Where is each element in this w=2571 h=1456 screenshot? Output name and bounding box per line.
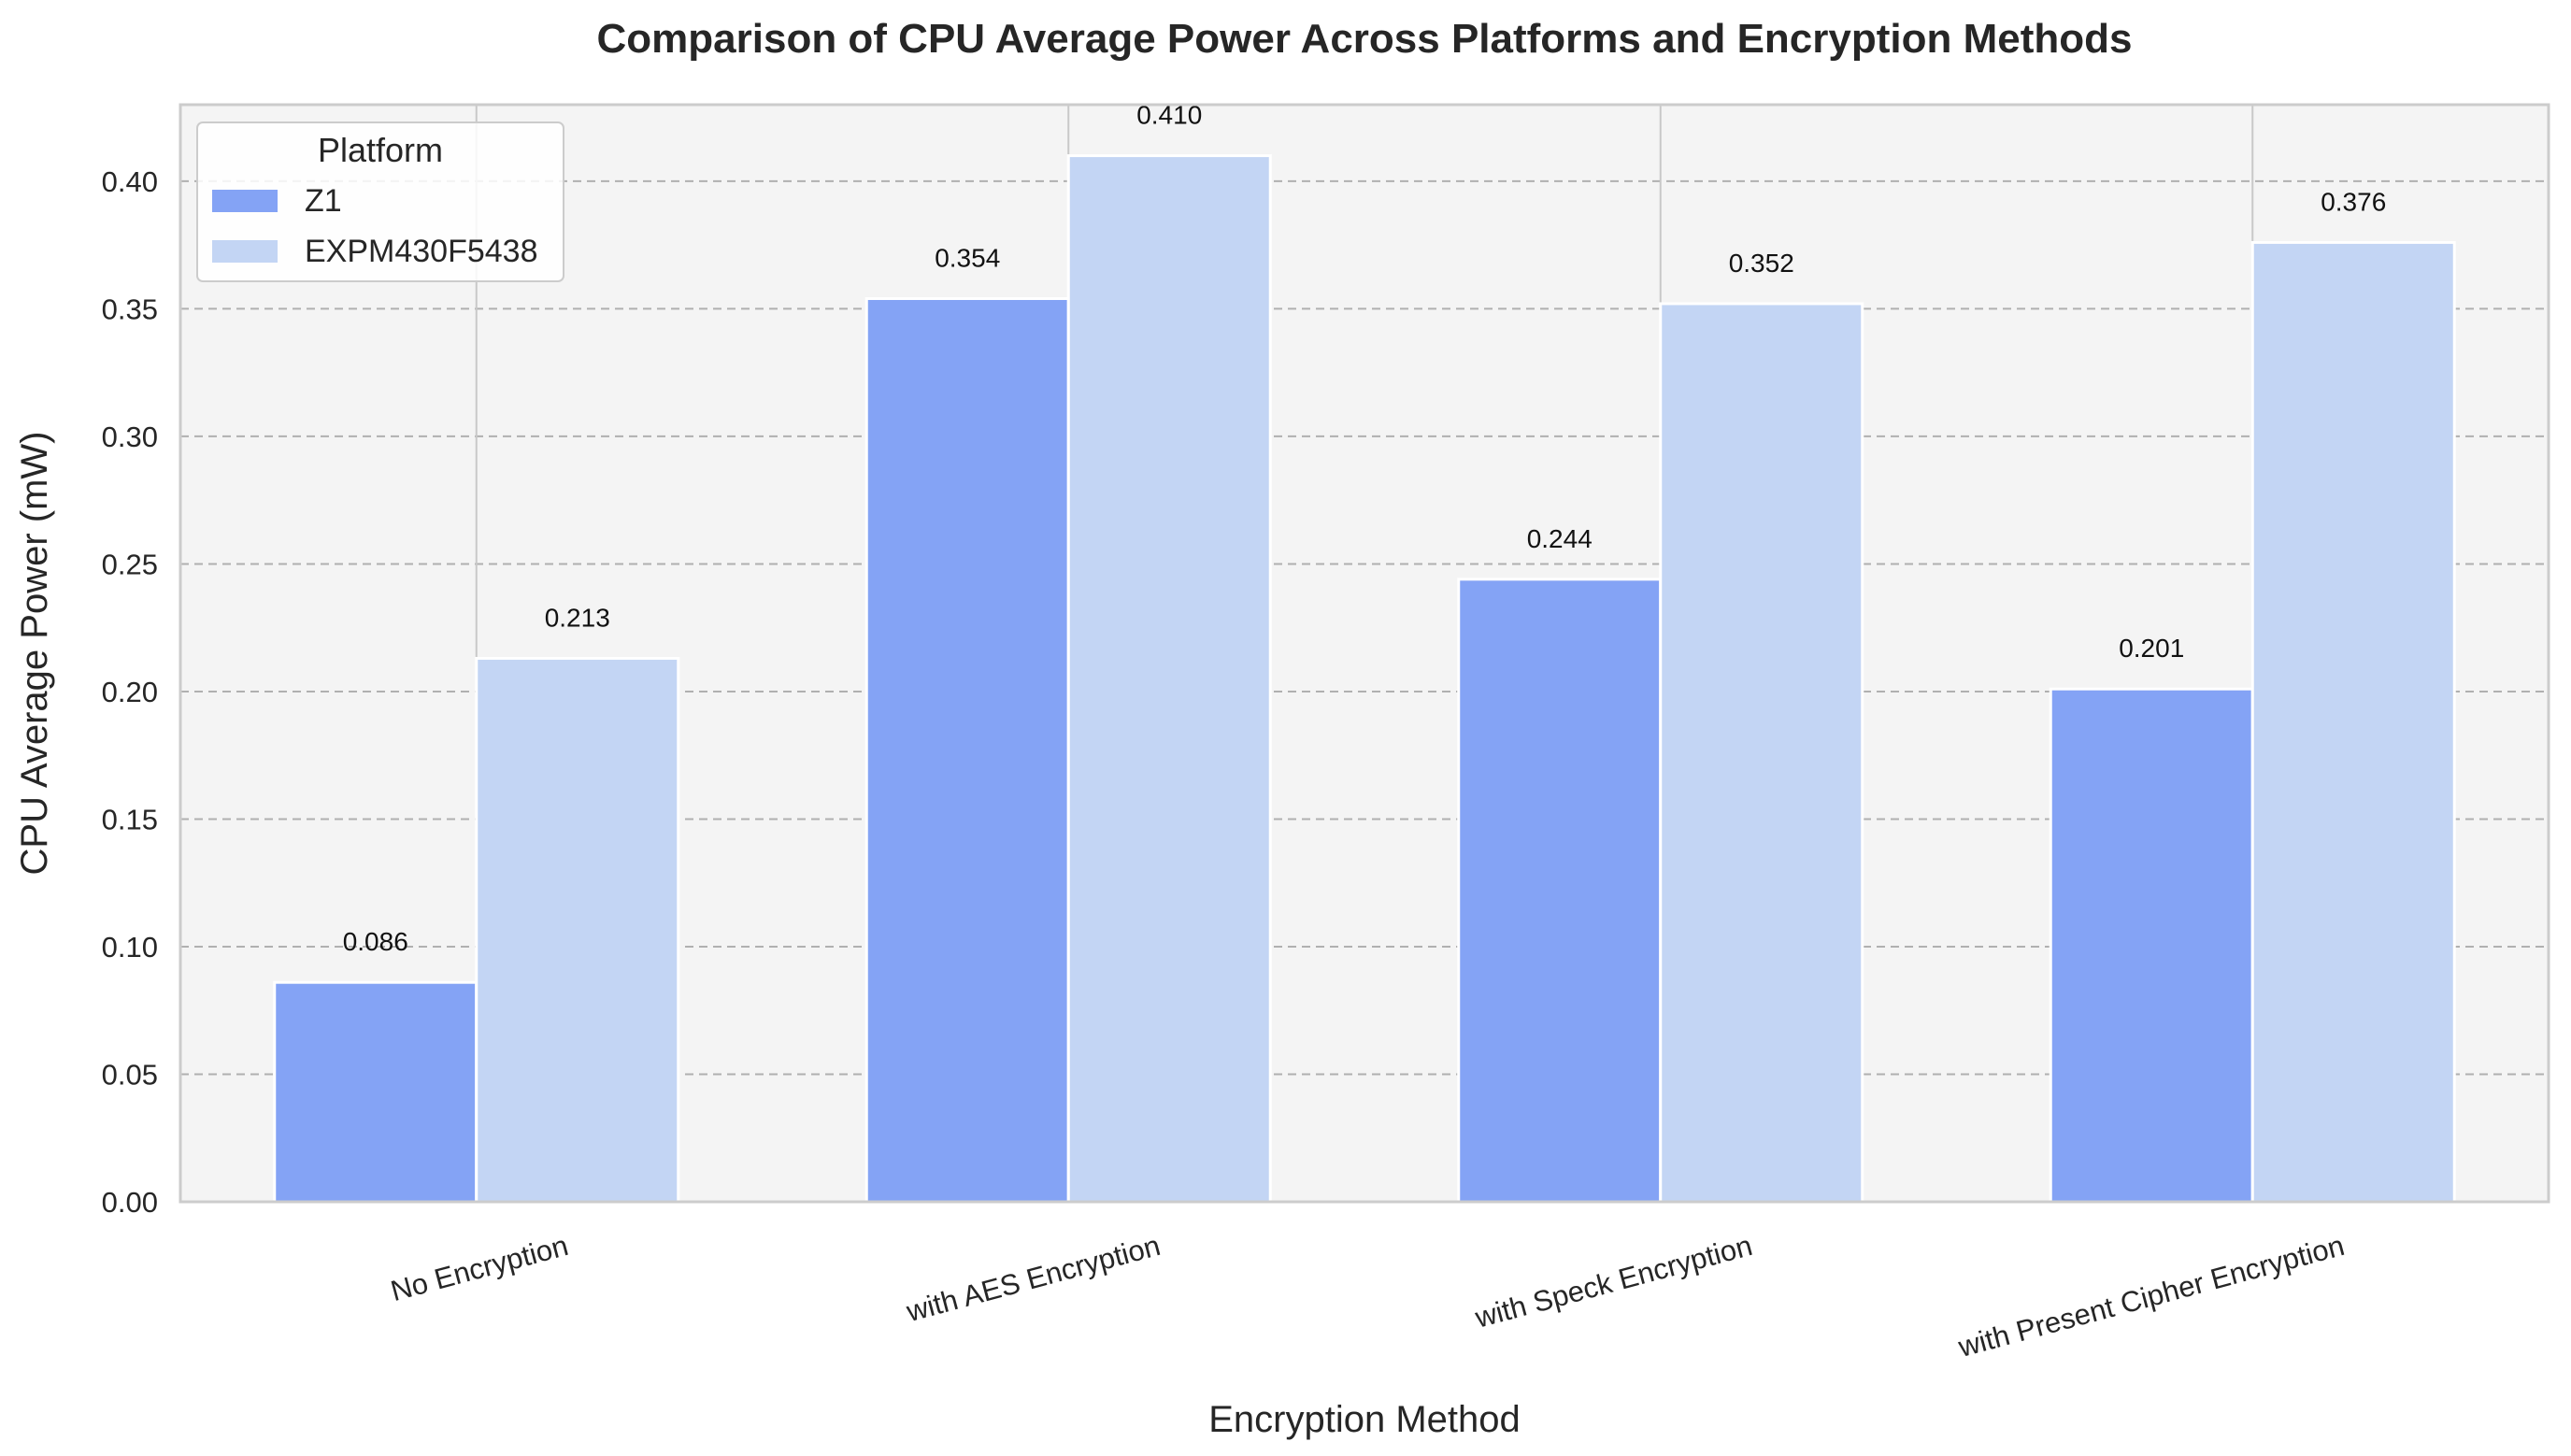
bar bbox=[2250, 240, 2456, 1204]
data-label: 0.352 bbox=[1729, 249, 1794, 278]
bars bbox=[273, 154, 2456, 1204]
legend-swatch bbox=[212, 240, 278, 263]
data-label: 0.244 bbox=[1527, 524, 1593, 553]
data-label: 0.201 bbox=[2119, 634, 2184, 663]
y-tick-label: 0.05 bbox=[102, 1058, 158, 1091]
x-tick-label: with Speck Encryption bbox=[1471, 1229, 1756, 1335]
legend-title: Platform bbox=[318, 131, 443, 169]
y-tick-label: 0.15 bbox=[102, 803, 158, 835]
x-tick-label: with AES Encryption bbox=[902, 1229, 1164, 1328]
y-tick-label: 0.10 bbox=[102, 931, 158, 964]
bar bbox=[273, 980, 478, 1204]
y-tick-label: 0.35 bbox=[102, 293, 158, 325]
y-tick-label: 0.30 bbox=[102, 421, 158, 453]
bar bbox=[1066, 154, 1272, 1204]
bar bbox=[2049, 687, 2254, 1204]
y-tick-label: 0.40 bbox=[102, 165, 158, 198]
data-label: 0.354 bbox=[935, 243, 1000, 272]
data-label: 0.376 bbox=[2321, 187, 2386, 216]
y-tick-label: 0.25 bbox=[102, 548, 158, 580]
data-label: 0.086 bbox=[343, 927, 408, 956]
legend-swatch bbox=[212, 190, 278, 212]
x-axis-title: Encryption Method bbox=[1208, 1399, 1521, 1440]
legend-items: Z1 EXPM430F5438 bbox=[212, 183, 538, 269]
x-tick-label: No Encryption bbox=[387, 1229, 571, 1307]
y-axis-title: CPU Average Power (mW) bbox=[14, 432, 55, 876]
x-tick-label: with Present Cipher Encryption bbox=[1954, 1229, 2348, 1363]
x-axis-ticks: No Encryption with AES Encryption with Spe… bbox=[387, 1229, 2348, 1363]
bar bbox=[1457, 578, 1663, 1204]
legend-box bbox=[196, 121, 564, 282]
data-label: 0.213 bbox=[545, 603, 610, 632]
legend-label: EXPM430F5438 bbox=[305, 234, 538, 269]
y-tick-label: 0.00 bbox=[102, 1186, 158, 1219]
bar bbox=[1659, 302, 1864, 1204]
chart-title: Comparison of CPU Average Power Across P… bbox=[597, 16, 2133, 62]
bar bbox=[475, 656, 680, 1204]
legend-label: Z1 bbox=[305, 183, 342, 219]
y-tick-label: 0.20 bbox=[102, 676, 158, 708]
plot-frame bbox=[179, 103, 2550, 1204]
y-axis-ticks: 0.00 0.05 0.10 0.15 0.20 0.25 0.30 0.35 0.40 bbox=[102, 165, 158, 1219]
bar bbox=[864, 296, 1070, 1204]
legend: Platform Z1 EXPM430F5438 bbox=[196, 121, 564, 282]
